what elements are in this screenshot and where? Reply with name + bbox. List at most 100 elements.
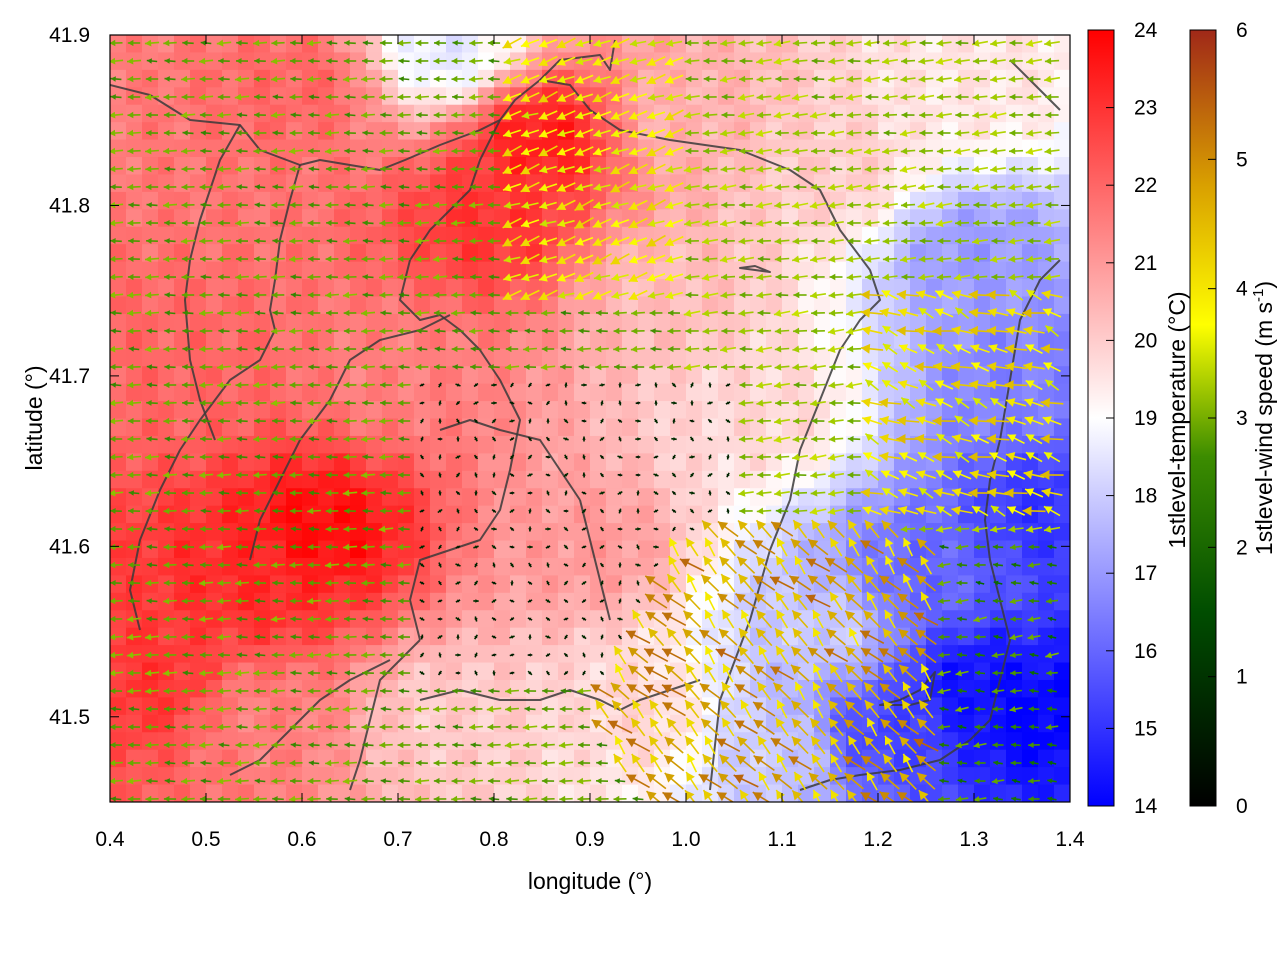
heatmap-cell [510,35,527,54]
heatmap-cell [430,453,447,472]
heatmap-cell [494,435,511,454]
heatmap-cell [766,401,783,420]
heatmap-cell [158,174,175,193]
heatmap-cell [590,784,607,802]
heatmap-cell [494,714,511,733]
heatmap-cell [574,348,591,367]
heatmap-cell [622,575,639,594]
heatmap-cell [254,104,271,123]
heatmap-cell [334,348,351,367]
heatmap-cell [750,87,767,106]
heatmap-cell [462,767,479,786]
heatmap-cell [686,35,703,54]
heatmap-cell [526,610,543,629]
heatmap-cell [462,401,479,420]
heatmap-cell [1054,209,1070,228]
heatmap-cell [526,540,543,559]
heatmap-cell [446,366,463,385]
heatmap-cell [126,331,143,350]
heatmap-cell [702,139,719,158]
heatmap-cell [670,505,687,524]
heatmap-cell [638,366,655,385]
heatmap-cell [382,296,399,315]
heatmap-cell [126,209,143,228]
heatmap-cell [1006,557,1023,576]
heatmap-cell [382,174,399,193]
heatmap-cell [782,244,799,263]
heatmap-cell [414,732,431,751]
heatmap-cell [1054,540,1070,559]
heatmap-cell [494,331,511,350]
heatmap-cell [334,261,351,280]
heatmap-cell [974,139,991,158]
heatmap-cell [414,122,431,141]
heatmap-cell [974,732,991,751]
heatmap-cell [302,383,319,402]
heatmap-cell [1022,714,1039,733]
heatmap-cell [638,401,655,420]
heatmap-cell [702,435,719,454]
heatmap-cell [990,749,1007,768]
heatmap-cell [414,139,431,158]
heatmap-cell [414,575,431,594]
heatmap-cell [830,139,847,158]
heatmap-cell [414,714,431,733]
heatmap-cell [846,122,863,141]
heatmap-cell [782,383,799,402]
heatmap-cell [430,645,447,664]
heatmap-cell [302,174,319,193]
heatmap-cell [526,505,543,524]
heatmap-cell [558,157,575,176]
heatmap-cell [654,348,671,367]
heatmap-cell [1054,470,1070,489]
heatmap-cell [126,157,143,176]
heatmap-cell [126,679,143,699]
heatmap-cell [750,122,767,141]
heatmap-cell [238,662,255,681]
heatmap-cell [622,592,639,611]
heatmap-cell [350,139,367,158]
heatmap-cell [446,662,463,681]
heatmap-cell [558,296,575,315]
heatmap-cell [126,505,143,524]
heatmap-cell [686,732,703,751]
heatmap-cell [638,296,655,315]
heatmap-cell [606,470,623,489]
heatmap-cell [222,401,239,420]
heatmap-cell [110,679,127,699]
heatmap-cell [302,575,319,594]
heatmap-cell [174,749,191,768]
heatmap-cell [830,505,847,524]
heatmap-cell [590,575,607,594]
heatmap-cell [158,749,175,768]
heatmap-cell [590,610,607,629]
heatmap-cell [206,331,223,350]
heatmap-cell [590,505,607,524]
heatmap-cell [334,174,351,193]
heatmap-cell [222,366,239,385]
heatmap-cell [318,732,335,751]
heatmap-cell [558,418,575,437]
heatmap-cell [510,244,527,263]
heatmap-cell [1022,209,1039,228]
heatmap-cell [270,191,287,210]
heatmap-cell [526,662,543,681]
heatmap-cell [1022,575,1039,594]
heatmap-cell [734,261,751,280]
heatmap-cell [590,767,607,786]
heatmap-cell [350,313,367,332]
heatmap-cell [206,52,223,71]
heatmap-cell [654,557,671,576]
heatmap-cell [254,331,271,350]
heatmap-cell [334,662,351,681]
heatmap-cell [798,470,815,489]
heatmap-cell [430,244,447,263]
heatmap-cell [1054,348,1070,367]
heatmap-cell [654,627,671,646]
heatmap-cell [494,540,511,559]
heatmap-cell [398,575,415,594]
heatmap-cell [478,87,495,106]
heatmap-cell [206,732,223,751]
heatmap-cell [494,557,511,576]
heatmap-cell [702,488,719,507]
